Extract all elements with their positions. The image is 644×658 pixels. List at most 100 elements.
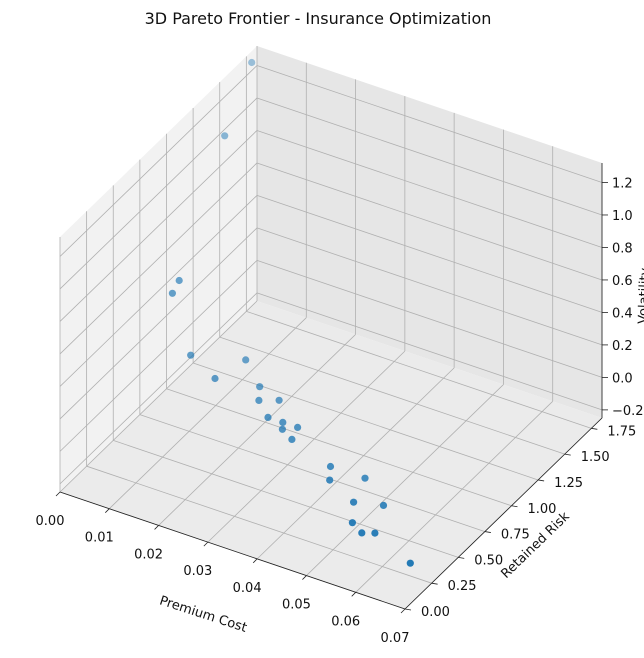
- data-point: [371, 529, 379, 537]
- data-point: [379, 501, 388, 509]
- data-point: [406, 559, 414, 567]
- axis-panes: [60, 46, 602, 609]
- y-grid-floor: [219, 336, 565, 455]
- y-tick-label: 1.75: [607, 424, 636, 439]
- y-tick-label: 0.00: [421, 605, 450, 620]
- y-grid-floor: [139, 414, 485, 532]
- z-grid-side: [59, 65, 258, 257]
- y-grid-floor: [113, 439, 459, 558]
- x-grid-floor: [306, 384, 504, 576]
- data-point: [221, 132, 229, 140]
- x-tick-label: 0.00: [36, 514, 65, 529]
- y-grid-floor: [166, 388, 512, 507]
- x-grid-floor: [59, 300, 258, 493]
- z-tick-label: −0.2: [612, 404, 644, 419]
- x-tick-label: 0.06: [331, 614, 360, 629]
- z-grid-back: [256, 130, 603, 248]
- z-tick-label: 0.8: [612, 241, 633, 256]
- y-tick: [404, 608, 412, 611]
- x-grid-floor: [158, 334, 356, 526]
- data-points: [168, 58, 414, 567]
- y-tick-label: 1.25: [554, 476, 583, 491]
- y-tick: [484, 531, 491, 533]
- z-grid-back: [256, 195, 603, 313]
- x-grid-floor: [355, 400, 553, 593]
- x-tick: [252, 558, 258, 564]
- x-tick-label: 0.05: [282, 598, 311, 613]
- data-point: [361, 474, 369, 482]
- z-grid-side: [59, 195, 258, 387]
- x-tick-label: 0.07: [381, 631, 410, 646]
- y-tick: [431, 582, 438, 585]
- x-tick: [400, 608, 406, 614]
- x-tick: [302, 575, 307, 580]
- data-point: [255, 396, 263, 404]
- data-point: [294, 423, 302, 431]
- y-grid-floor: [246, 310, 592, 429]
- data-point: [211, 374, 219, 383]
- z-tick-label: 0.0: [612, 371, 633, 386]
- data-point: [278, 425, 286, 433]
- x-tick-label: 0.01: [85, 531, 114, 546]
- z-grid-side: [59, 260, 258, 452]
- y-tick-label: 1.50: [581, 450, 610, 465]
- data-point: [326, 462, 335, 471]
- y-tick-label: 0.75: [501, 528, 530, 543]
- x-tick: [351, 592, 356, 597]
- y-axis-line: [404, 417, 603, 610]
- x-tick: [55, 491, 61, 497]
- z-grid-side: [59, 227, 258, 420]
- z-grid-back: [256, 65, 603, 183]
- x-tick-label: 0.04: [233, 581, 262, 596]
- y-tick: [458, 556, 465, 559]
- x-grid-floor: [207, 350, 406, 543]
- z-tick-label: 0.6: [612, 274, 633, 289]
- y-tick: [511, 505, 518, 508]
- y-tick-label: 0.25: [448, 579, 477, 594]
- y-tick: [564, 453, 571, 456]
- back-wall-pane: [257, 46, 602, 418]
- data-point: [187, 351, 195, 359]
- y-grid-floor: [192, 362, 539, 481]
- z-grid-side: [59, 292, 258, 485]
- x-tick-label: 0.03: [183, 564, 212, 579]
- data-point: [264, 413, 272, 421]
- floor-pane: [60, 301, 602, 609]
- y-tick: [591, 427, 598, 430]
- z-grid-back: [256, 162, 603, 281]
- data-point: [348, 519, 356, 527]
- data-point: [279, 418, 287, 426]
- z-tick-label: 0.4: [612, 306, 633, 321]
- z-grid-side: [59, 97, 258, 290]
- x-tick-label: 0.02: [134, 547, 163, 562]
- y-grid-floor: [86, 465, 432, 584]
- side-wall-pane: [60, 46, 257, 492]
- z-grid-back: [256, 260, 603, 378]
- gridlines: [59, 46, 603, 610]
- data-point: [326, 476, 334, 484]
- z-grid-side: [59, 130, 258, 322]
- x-axis-line: [59, 491, 406, 610]
- y-tick: [538, 479, 545, 482]
- z-tick-label: 0.2: [612, 339, 633, 354]
- z-grid-back: [256, 292, 603, 411]
- z-grid-side: [59, 162, 258, 355]
- x-grid-floor: [256, 367, 455, 560]
- x-axis-label: Premium Cost: [158, 593, 249, 635]
- data-point: [248, 58, 256, 67]
- data-point: [275, 396, 283, 404]
- z-tick-label: 1.0: [612, 209, 633, 224]
- data-point: [175, 276, 183, 285]
- x-grid-floor: [109, 317, 307, 510]
- z-axis-label: Volatility: [636, 267, 644, 324]
- data-point: [256, 383, 264, 391]
- data-point: [350, 498, 358, 506]
- data-point: [358, 529, 366, 537]
- z-tick-label: 1.2: [612, 176, 633, 191]
- x-tick: [105, 508, 110, 513]
- x-tick: [154, 525, 159, 530]
- data-point: [288, 435, 296, 443]
- z-grid-back: [256, 97, 603, 216]
